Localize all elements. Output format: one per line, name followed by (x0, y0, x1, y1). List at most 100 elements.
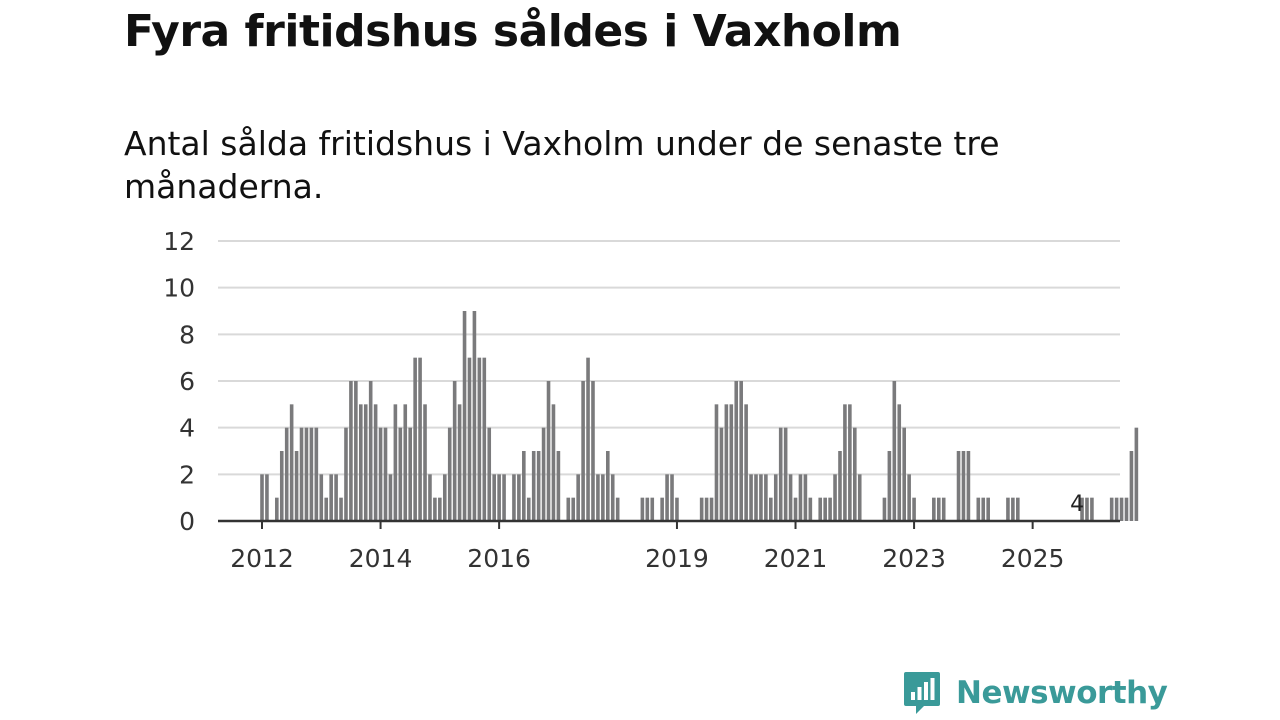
gridlines (218, 240, 1120, 476)
x-tick-label: 2023 (882, 544, 946, 573)
bar (418, 357, 422, 521)
bar (808, 497, 813, 521)
bar (744, 404, 748, 521)
bar (566, 497, 571, 521)
bar (1006, 497, 1010, 521)
bar (956, 451, 961, 521)
bar (393, 404, 398, 521)
bar (319, 474, 324, 521)
bar (902, 427, 906, 521)
bar (334, 474, 338, 521)
bar (606, 451, 610, 521)
bar (932, 497, 936, 521)
newsworthy-logo-text: Newsworthy (956, 675, 1168, 711)
bar (615, 497, 620, 521)
bar (531, 451, 536, 521)
bar (324, 497, 329, 521)
bar (818, 497, 823, 521)
bar (670, 474, 674, 521)
bar (853, 427, 857, 521)
bar (887, 451, 892, 521)
bar (1129, 451, 1134, 521)
bar (798, 474, 803, 521)
bar (936, 497, 941, 521)
bar (289, 404, 294, 521)
bar (408, 427, 412, 521)
x-tick-label: 2025 (1001, 544, 1065, 573)
bar (546, 381, 551, 521)
bar (749, 474, 753, 521)
chart-title: Fyra fritidshus såldes i Vaxholm (124, 6, 902, 57)
bar (640, 497, 645, 521)
bar (1016, 497, 1020, 521)
bar (699, 497, 704, 521)
bar (462, 311, 467, 521)
bar (650, 497, 655, 521)
bar (522, 451, 526, 521)
bar (1011, 497, 1015, 521)
bar (309, 427, 314, 521)
bar (764, 474, 768, 521)
bar (793, 497, 798, 521)
bar (541, 427, 546, 521)
bar (660, 497, 664, 521)
newsworthy-logo-icon (904, 672, 940, 714)
bar (526, 497, 531, 521)
bar (433, 497, 437, 521)
bar (373, 404, 378, 521)
bar (848, 404, 852, 521)
bar (349, 381, 353, 521)
bar (610, 474, 615, 521)
bar (773, 474, 778, 521)
bar (378, 427, 383, 521)
bar (882, 497, 887, 521)
bar (536, 451, 541, 521)
bar (329, 474, 333, 521)
bar (645, 497, 650, 521)
bar (981, 497, 986, 521)
bar (477, 357, 482, 521)
bar (788, 474, 793, 521)
bar (457, 404, 462, 521)
y-tick-label: 12 (163, 227, 195, 256)
bar (403, 404, 408, 521)
bar (892, 381, 897, 521)
bar (828, 497, 832, 521)
bar (1085, 497, 1089, 521)
bar (438, 497, 442, 521)
bar (467, 357, 472, 521)
bar (704, 497, 709, 521)
bar (304, 427, 309, 521)
bar (1114, 497, 1119, 521)
bar (1090, 497, 1094, 521)
bar (966, 451, 971, 521)
bar (260, 474, 264, 521)
annotations: 4 (1070, 492, 1084, 517)
bar (724, 404, 729, 521)
bar (675, 497, 679, 521)
bar (299, 427, 304, 521)
bar (803, 474, 808, 521)
bar (551, 404, 556, 521)
bar (265, 474, 269, 521)
bar (294, 451, 299, 521)
bar (1109, 497, 1114, 521)
bar (388, 474, 393, 521)
y-tick-label: 6 (179, 367, 195, 396)
bar (778, 427, 783, 521)
x-tick-label: 2014 (349, 544, 413, 573)
bar (275, 497, 279, 521)
bar (857, 474, 862, 521)
bar (719, 427, 724, 521)
bar (497, 474, 501, 521)
bar (714, 404, 719, 521)
bar (344, 427, 348, 521)
bar (709, 497, 714, 521)
bar (359, 404, 363, 521)
bar (368, 381, 373, 521)
bar (739, 381, 743, 521)
bar (754, 474, 758, 521)
chart-subtitle: Antal sålda fritidshus i Vaxholm under d… (124, 124, 1000, 206)
bar (734, 381, 739, 521)
